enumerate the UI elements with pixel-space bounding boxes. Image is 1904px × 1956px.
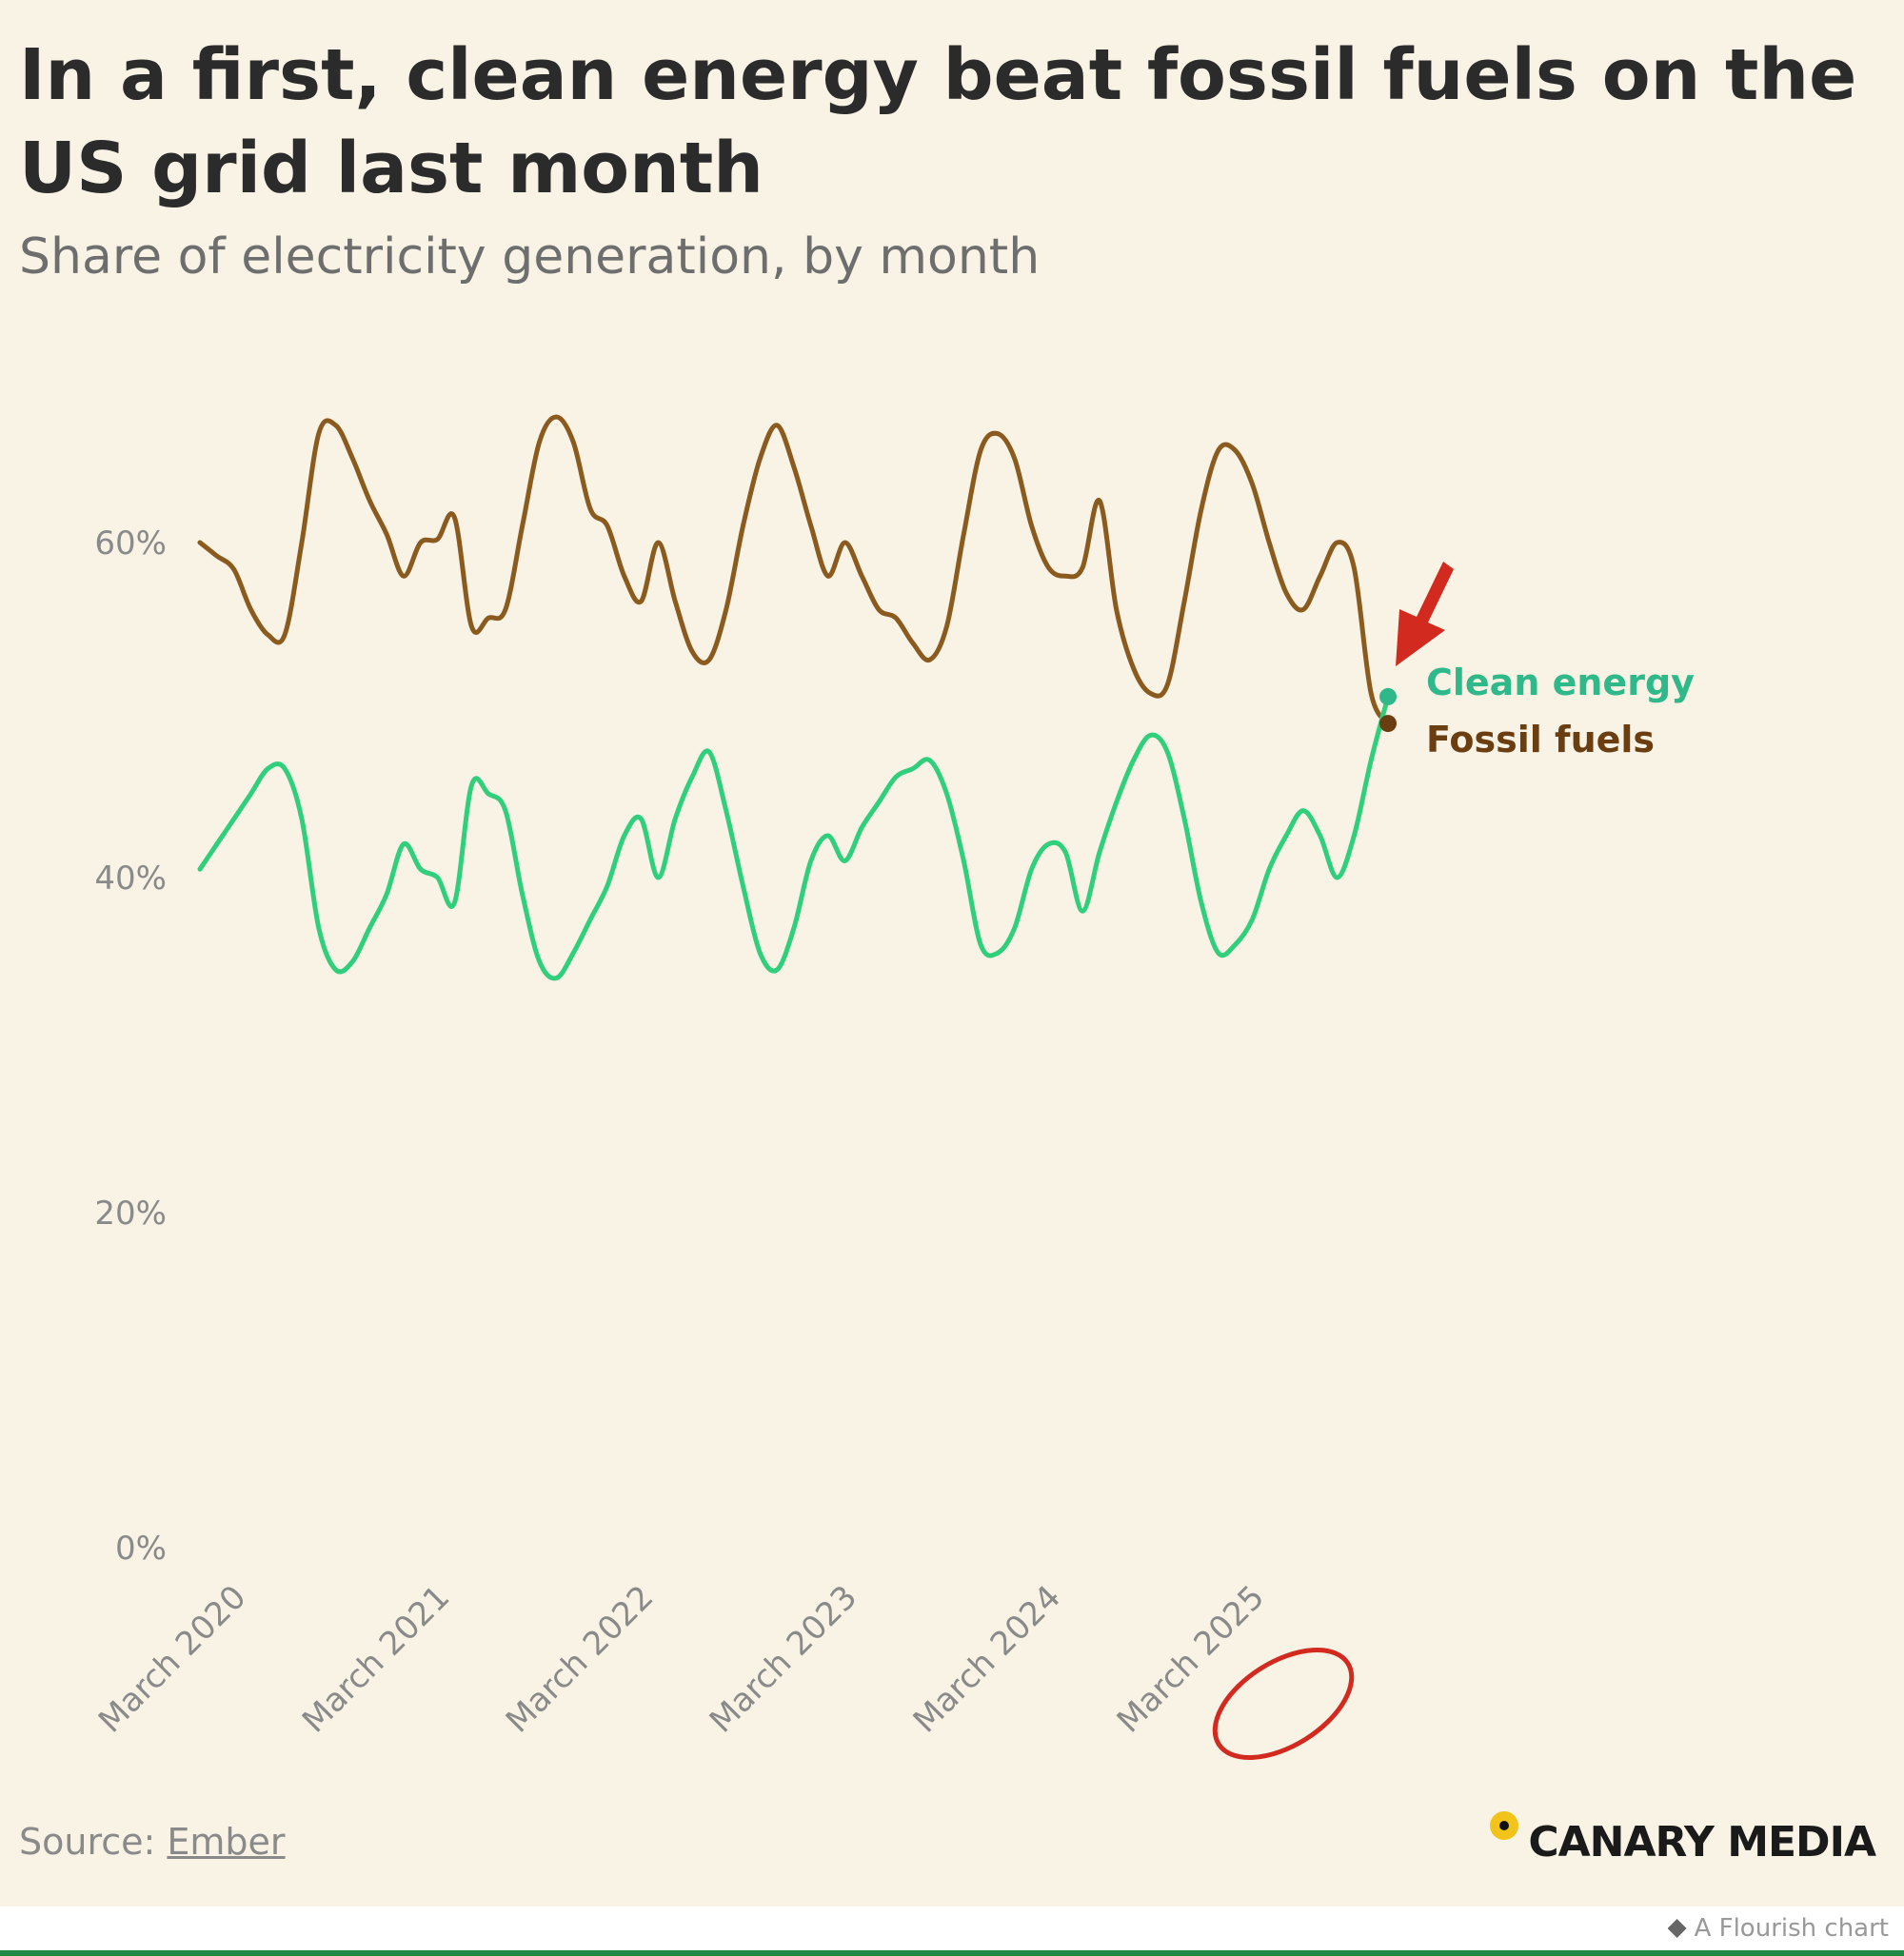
- fossil-fuels-label: Fossil fuels: [1426, 719, 1655, 761]
- canary-dot-icon: [1490, 1810, 1519, 1840]
- y-tick-label: 40%: [94, 859, 167, 898]
- y-tick-label: 0%: [115, 1530, 167, 1568]
- x-tick-label: March 2021: [295, 1578, 457, 1740]
- flourish-footer: A Flourish chart: [0, 1907, 1904, 1956]
- x-tick-label: March 2025: [1110, 1578, 1272, 1740]
- source-link[interactable]: Ember: [167, 1821, 286, 1863]
- y-axis-ticks: 0% 20% 40% 60%: [94, 524, 167, 1568]
- y-tick-label: 60%: [94, 524, 167, 563]
- line-chart: 0%20%40%60% March 2020 March 2021 March 20…: [91, 414, 1695, 1760]
- flourish-credit[interactable]: A Flourish chart: [1667, 1914, 1889, 1943]
- clean-energy-label: Clean energy: [1426, 662, 1695, 703]
- clean-energy-endpoint: [1379, 687, 1397, 705]
- bottom-strip: [0, 1950, 1904, 1956]
- highlight-arrow-icon: [1396, 562, 1454, 666]
- highlight-circle: [1212, 1648, 1355, 1760]
- fossil-fuels-line: [197, 414, 1391, 726]
- x-tick-label: March 2024: [906, 1578, 1068, 1740]
- x-tick-label: March 2023: [703, 1578, 864, 1740]
- source-prefix: Source:: [19, 1821, 168, 1863]
- x-tick-label: March 2022: [499, 1578, 661, 1740]
- chart-subtitle: Share of electricity generation, by mont…: [19, 228, 1041, 286]
- y-tick-label: 20%: [94, 1195, 167, 1233]
- x-axis-ticks: March 2020 March 2021 March 2022 March 2023…: [91, 1578, 1272, 1740]
- brand-logo: CANARY MEDIA: [1490, 1810, 1876, 1867]
- source-note: Source: Ember: [19, 1821, 286, 1863]
- clean-energy-line: [197, 694, 1391, 981]
- flourish-icon: [1667, 1919, 1687, 1938]
- x-tick-label: March 2020: [91, 1578, 253, 1740]
- chart-title: In a first, clean energy beat fossil fue…: [19, 34, 1857, 209]
- brand-name: CANARY MEDIA: [1528, 1818, 1876, 1867]
- fossil-fuels-endpoint: [1379, 715, 1397, 733]
- flourish-label: A Flourish chart: [1694, 1914, 1889, 1943]
